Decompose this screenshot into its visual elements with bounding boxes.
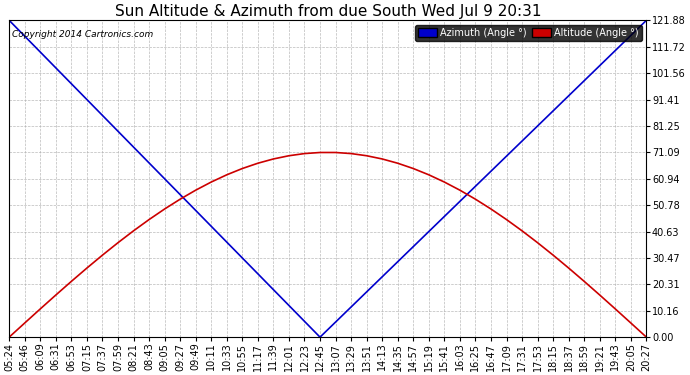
Legend: Azimuth (Angle °), Altitude (Angle °): Azimuth (Angle °), Altitude (Angle °) [415, 25, 642, 41]
Text: Copyright 2014 Cartronics.com: Copyright 2014 Cartronics.com [12, 30, 154, 39]
Title: Sun Altitude & Azimuth from due South Wed Jul 9 20:31: Sun Altitude & Azimuth from due South We… [115, 4, 541, 19]
